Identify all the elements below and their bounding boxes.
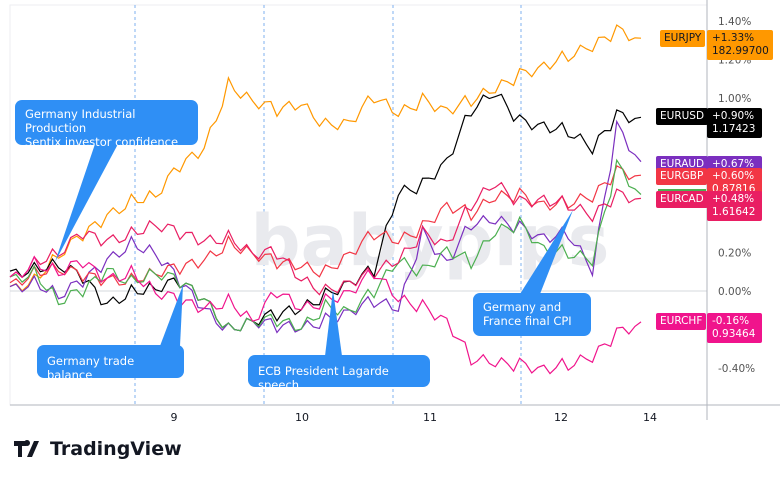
price-value: 182.99700 (712, 45, 769, 57)
change-value: -0.16% (712, 315, 750, 327)
symbol-label-eurcad: EURCAD (656, 191, 708, 208)
y-tick-label: -0.40% (718, 363, 755, 375)
callout-pointer (55, 144, 118, 262)
callout-pointer (520, 210, 573, 294)
change-value: +0.90% (712, 110, 755, 122)
x-tick-label: 11 (423, 411, 437, 424)
price-value: 0.93464 (712, 328, 756, 340)
value-label-eurchf: -0.16% 0.93464 (707, 313, 762, 343)
hidden-series-label (658, 189, 706, 192)
change-value: +1.33% (712, 32, 755, 44)
callout-pointer (325, 290, 342, 356)
series-line-eurjpy (9, 24, 642, 292)
annotation-lagarde-speech: ECB President Lagarde speech (248, 355, 430, 392)
series-line-euraud (9, 119, 642, 334)
price-value: 1.17423 (712, 123, 756, 135)
series-line-eurgbp (9, 165, 642, 287)
x-tick-label: 9 (171, 411, 178, 424)
annotation-final-cpi: Germany and France final CPI (473, 293, 591, 336)
value-label-eurusd: +0.90% 1.17423 (707, 108, 762, 138)
callout-pointer (160, 285, 183, 346)
value-label-eurjpy: +1.33% 182.99700 (707, 30, 773, 60)
value-label-eurcad: +0.48% 1.61642 (707, 191, 762, 221)
annotation-trade-balance: Germany trade balance (37, 345, 184, 382)
symbol-label-eurusd: EURUSD (656, 108, 709, 125)
change-value: +0.60% (712, 170, 755, 182)
y-tick-label: 0.20% (718, 247, 751, 259)
series-line-eurusd (9, 93, 642, 332)
annotation-industrial-production: Germany Industrial Production Sentix inv… (15, 100, 198, 149)
y-tick-label: 1.00% (718, 93, 751, 105)
tradingview-logo[interactable]: TradingView (14, 438, 182, 460)
x-tick-label: 12 (554, 411, 568, 424)
symbol-label-eurchf: EURCHF (656, 313, 707, 330)
change-value: +0.67% (712, 158, 755, 170)
price-value: 1.61642 (712, 206, 756, 218)
series-line-eurcad (9, 181, 642, 296)
tradingview-logo-icon (14, 440, 39, 457)
y-tick-label: 1.40% (718, 16, 751, 28)
brand-name: TradingView (50, 438, 182, 460)
x-tick-label: 10 (295, 411, 309, 424)
series-line-eurchf (9, 255, 642, 375)
change-value: +0.48% (712, 193, 755, 205)
series-line-unlabeled (9, 158, 642, 332)
symbol-label-eurgbp: EURGBP (656, 168, 708, 185)
x-tick-label: 14 (643, 411, 657, 424)
y-tick-label: 0.00% (718, 286, 751, 298)
symbol-label-eurjpy: EURJPY (660, 30, 706, 47)
